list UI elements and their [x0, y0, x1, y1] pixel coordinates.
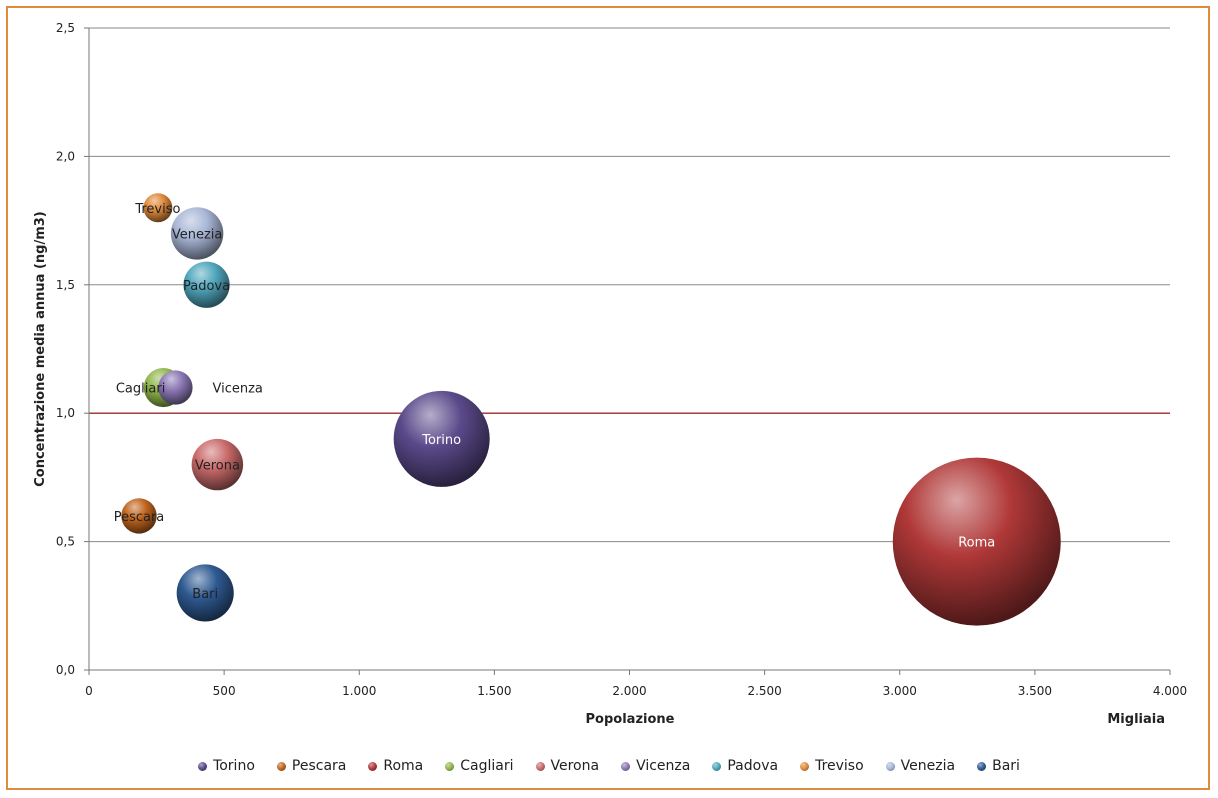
bubble-label-torino: Torino [421, 433, 461, 448]
y-tick-label: 1,5 [56, 278, 75, 292]
legend-marker [885, 761, 895, 771]
bubble-label-venezia: Venezia [172, 227, 223, 242]
axes: 0,0 0,5 1,0 1,5 2,0 2,5 0 500 1.000 1.500 2.000 2.5… [56, 21, 1187, 698]
legend-item-venezia: Venezia [885, 758, 956, 774]
legend-label: Verona [550, 758, 600, 774]
legend-marker [712, 761, 722, 771]
legend-item-verona: Verona [535, 758, 600, 774]
bubble-vicenza [158, 370, 193, 405]
bubble-label-vicenza: Vicenza [212, 382, 262, 397]
legend-label: Treviso [815, 758, 864, 774]
legend-marker [276, 761, 286, 771]
bubble-torino [393, 390, 490, 487]
legend-marker [535, 761, 545, 771]
legend-item-padova: Padova [712, 758, 778, 774]
y-tick-label: 1,0 [56, 406, 75, 420]
legend-item-vicenza: Vicenza [621, 758, 690, 774]
x-tick-label: 2.500 [747, 684, 781, 698]
bubble-label-treviso: Treviso [134, 202, 180, 217]
x-tick-label: 1.000 [342, 684, 376, 698]
legend-marker [977, 761, 987, 771]
legend-item-cagliari: Cagliari [445, 758, 514, 774]
legend-item-pescara: Pescara [276, 758, 347, 774]
legend-label: Bari [992, 758, 1020, 774]
bubble-label-roma: Roma [958, 536, 995, 551]
bubble-verona [191, 438, 244, 491]
bubble-label-cagliari: Cagliari [116, 382, 165, 397]
y-tick-label: 0,0 [56, 663, 75, 677]
legend-label: Venezia [900, 758, 956, 774]
bubble-venezia [170, 207, 224, 260]
y-axis-title: Concentrazione media annua (ng/m3) [33, 211, 48, 487]
y-tick-label: 2,0 [56, 149, 75, 163]
legend-item-roma: Roma [368, 758, 423, 774]
legend-label: Torino [213, 758, 255, 774]
x-tick-label: 2.000 [612, 684, 646, 698]
bubble-roma [892, 457, 1061, 626]
x-tick-label: 500 [213, 684, 236, 698]
legend-marker [198, 761, 208, 771]
x-axis-unit-label: Migliaia [1107, 712, 1165, 727]
x-tick-label: 3.000 [883, 684, 917, 698]
bubble-labels: Torino Pescara Roma Cagliari Verona Vicenza Pa… [114, 202, 996, 602]
legend-marker [621, 761, 631, 771]
bubble-label-padova: Padova [183, 279, 230, 294]
x-tick-label: 0 [85, 684, 93, 698]
legend-marker [445, 761, 455, 771]
legend-item-treviso: Treviso [800, 758, 864, 774]
legend-label: Vicenza [636, 758, 691, 774]
legend-item-bari: Bari [977, 758, 1020, 774]
legend-label: Roma [383, 758, 424, 774]
bubble-padova [183, 261, 230, 308]
chart-frame [6, 6, 1210, 790]
legend: Torino Pescara Roma Cagliari Verona Vicenza Pa… [0, 755, 1218, 777]
bubble-pescara [121, 498, 157, 534]
bubble-label-pescara: Pescara [114, 510, 165, 525]
x-tick-label: 3.500 [1018, 684, 1052, 698]
bubble-treviso [143, 193, 173, 223]
y-tick-label: 2,5 [56, 21, 75, 35]
bubbles [121, 193, 1061, 626]
legend-label: Padova [727, 758, 779, 774]
x-tick-label: 4.000 [1153, 684, 1187, 698]
legend-label: Pescara [291, 758, 347, 774]
bubble-label-bari: Bari [192, 587, 218, 602]
x-axis-title: Popolazione [586, 712, 675, 727]
y-tick-label: 0,5 [56, 535, 75, 549]
bubble-label-verona: Verona [195, 459, 240, 474]
legend-marker [800, 761, 810, 771]
x-tick-label: 1.500 [477, 684, 511, 698]
bubble-bari [176, 564, 234, 622]
legend-marker [368, 761, 378, 771]
legend-item-torino: Torino [198, 758, 255, 774]
legend-label: Cagliari [460, 758, 514, 774]
